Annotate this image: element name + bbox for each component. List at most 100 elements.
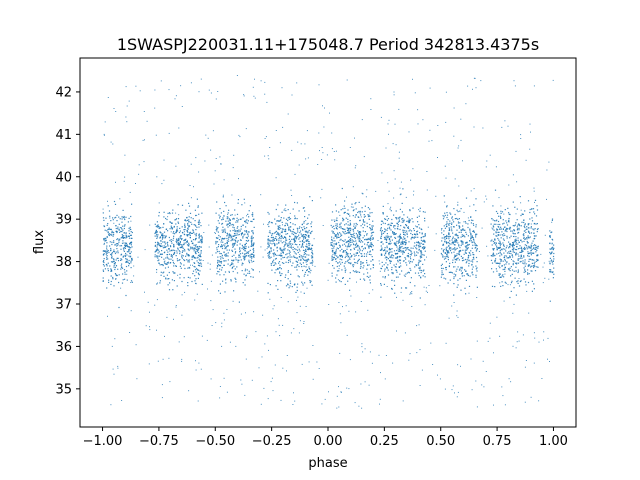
data-point [388,223,390,225]
data-point [119,218,121,220]
data-point [421,232,423,234]
data-point [337,234,339,236]
data-point [531,245,533,247]
data-point [111,230,113,232]
data-point [200,256,202,258]
data-point [460,139,462,141]
data-point [504,258,506,261]
data-point [179,243,181,245]
data-point [250,253,253,255]
data-point [267,155,269,157]
data-point [349,272,351,274]
data-point [504,234,506,236]
data-point [456,254,458,256]
data-point [217,270,219,273]
data-point [465,197,468,199]
data-point [336,247,338,249]
x-axis: −1.00 −0.75 −0.50 −0.25 0.00 0.25 0.50 0.75 1.00 [83,427,568,449]
data-point [455,240,457,242]
data-point [408,230,410,232]
data-point [493,226,495,228]
data-point [497,247,499,249]
data-point [524,259,526,261]
data-point [194,269,197,271]
data-point [242,255,244,257]
data-point [239,248,241,250]
data-point [188,249,190,252]
data-point [357,216,359,218]
data-point [316,361,318,363]
data-point [534,337,536,339]
data-point [234,248,236,250]
data-point [115,243,117,245]
data-point [551,252,553,254]
data-point [461,257,463,259]
data-point [553,267,555,269]
data-point [197,400,199,402]
data-point [537,247,539,249]
data-point [102,280,104,282]
data-point [337,232,339,234]
data-point [364,243,366,245]
data-point [339,239,341,241]
data-point [198,220,200,222]
data-point [275,177,277,179]
data-point [175,255,177,257]
data-point [441,254,443,256]
data-point [437,125,439,126]
data-point [350,235,352,237]
data-point [495,262,497,264]
data-point [416,244,418,246]
data-point [124,244,126,246]
data-point [117,238,119,240]
data-point [307,157,309,159]
data-point [302,282,304,284]
data-point [115,216,117,218]
data-point [176,258,178,260]
data-point [357,230,359,232]
data-point [460,229,462,231]
data-point [180,247,182,249]
data-point [200,246,202,248]
data-point [391,272,393,274]
data-point [359,212,361,214]
data-point [384,378,386,380]
data-point [298,210,300,212]
data-point [224,245,226,247]
data-point [451,305,453,307]
data-point [110,220,112,222]
data-point [116,220,118,222]
data-point [306,260,308,262]
data-point [534,213,536,215]
data-point [394,123,396,125]
x-tick-label: 0.00 [314,434,343,449]
data-point [551,219,553,221]
data-point [354,227,356,229]
data-point [234,230,236,232]
data-point [507,228,509,230]
data-point [221,246,223,248]
data-point [515,240,517,242]
data-point [163,231,166,233]
data-point [335,223,337,225]
data-point [524,230,526,232]
data-point [238,256,240,258]
data-point [497,234,499,236]
data-point [329,112,330,114]
data-point [118,216,120,218]
data-point [380,284,382,286]
data-point [511,269,514,271]
data-point [296,249,299,251]
data-point [492,225,494,227]
data-point [379,229,382,232]
data-point [232,223,234,226]
data-point [406,264,408,266]
data-point [156,225,158,227]
data-point [402,231,404,233]
data-point [394,292,396,294]
data-point [461,272,463,274]
data-point [198,362,200,364]
data-point [193,231,195,233]
data-point [509,228,511,230]
